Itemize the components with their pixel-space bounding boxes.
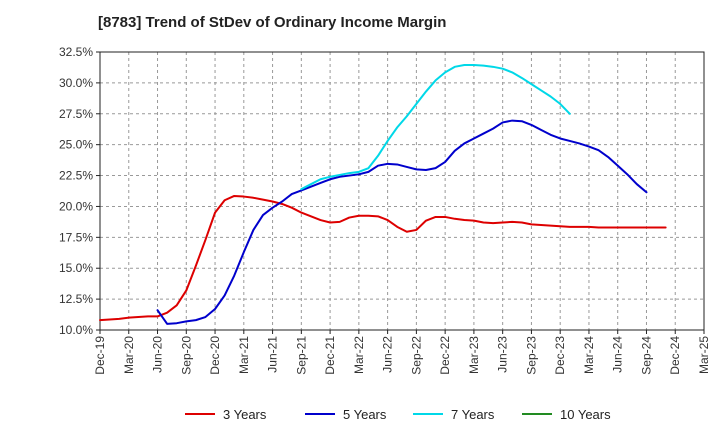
- legend: 3 Years 5 Years 7 Years 10 Years: [185, 407, 611, 422]
- legend-label: 5 Years: [343, 407, 387, 422]
- x-tick-label: Sep-20: [179, 336, 193, 375]
- plot-frame: [99, 51, 705, 331]
- y-axis: 10.0% 12.5% 15.0% 17.5% 20.0% 22.5% 25.0% 27.5%…: [59, 45, 100, 337]
- x-tick-label: Mar-20: [122, 336, 136, 374]
- series-line-5-years: [156, 119, 648, 325]
- y-tick-label: 25.0%: [59, 138, 93, 152]
- x-axis: Dec-19 Mar-20 Jun-20 Sep-20 Dec-20 Mar-21 Jun-…: [93, 330, 711, 375]
- x-tick-label: Jun-22: [381, 336, 395, 373]
- y-tick-label: 22.5%: [59, 169, 93, 183]
- x-tick-label: Sep-24: [639, 336, 653, 375]
- x-tick-label: Jun-20: [151, 336, 165, 373]
- x-tick-label: Dec-20: [208, 336, 222, 375]
- x-tick-label: Sep-22: [409, 336, 423, 375]
- x-tick-label: Mar-25: [697, 336, 711, 374]
- legend-label: 7 Years: [451, 407, 495, 422]
- y-tick-label: 30.0%: [59, 76, 93, 90]
- y-tick-label: 10.0%: [59, 323, 93, 337]
- x-tick-label: Jun-23: [496, 336, 510, 373]
- series-line-7-years: [300, 63, 571, 191]
- y-tick-label: 17.5%: [59, 230, 93, 244]
- x-tick-label: Dec-24: [668, 336, 682, 375]
- x-tick-label: Dec-23: [553, 336, 567, 375]
- x-tick-label: Dec-22: [438, 336, 452, 375]
- grid: [100, 52, 704, 330]
- legend-label: 3 Years: [223, 407, 267, 422]
- y-tick-label: 12.5%: [59, 292, 93, 306]
- x-tick-label: Jun-24: [611, 336, 625, 373]
- x-tick-label: Dec-19: [93, 336, 107, 375]
- x-tick-label: Mar-24: [582, 336, 596, 374]
- y-tick-label: 15.0%: [59, 261, 93, 275]
- y-tick-label: 27.5%: [59, 107, 93, 121]
- x-tick-label: Sep-23: [524, 336, 538, 375]
- y-tick-label: 20.0%: [59, 199, 93, 213]
- x-tick-label: Sep-21: [294, 336, 308, 375]
- x-tick-label: Mar-21: [237, 336, 251, 374]
- x-tick-label: Jun-21: [266, 336, 280, 373]
- chart-title: [8783] Trend of StDev of Ordinary Income…: [98, 14, 446, 31]
- x-tick-label: Dec-21: [323, 336, 337, 375]
- legend-label: 10 Years: [560, 407, 611, 422]
- series-line-3-years: [99, 194, 667, 322]
- y-tick-label: 32.5%: [59, 45, 93, 59]
- series-lines: [99, 63, 667, 325]
- x-tick-label: Mar-23: [467, 336, 481, 374]
- x-tick-label: Mar-22: [352, 336, 366, 374]
